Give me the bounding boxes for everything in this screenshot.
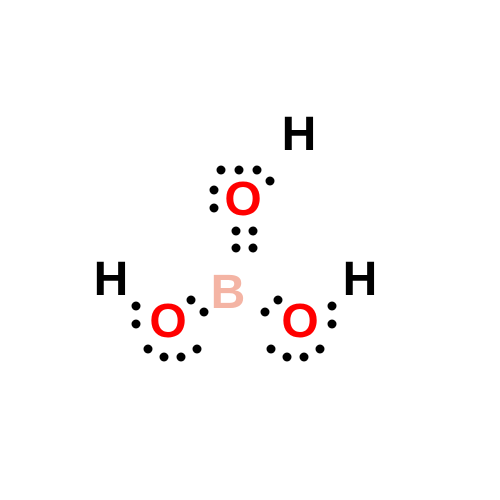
atom-B: B — [211, 269, 246, 317]
electron-dot — [187, 296, 196, 305]
electron-dot — [253, 166, 262, 175]
electron-dot — [274, 296, 283, 305]
electron-dot — [283, 353, 292, 362]
electron-dot — [193, 345, 202, 354]
electron-dot — [235, 166, 244, 175]
electron-dot — [266, 177, 275, 186]
electron-dot — [232, 227, 241, 236]
electron-dot — [328, 320, 337, 329]
electron-dot — [300, 353, 309, 362]
electron-dot — [210, 204, 219, 213]
atom-O_top: O — [224, 176, 261, 224]
electron-dot — [232, 244, 241, 253]
electron-dot — [261, 308, 270, 317]
electron-dot — [160, 353, 169, 362]
electron-dot — [200, 308, 209, 317]
electron-dot — [132, 320, 141, 329]
electron-dot — [210, 186, 219, 195]
atom-O_right: O — [281, 298, 318, 346]
electron-dot — [249, 227, 258, 236]
lewis-diagram: BOOOHHH — [0, 0, 500, 500]
atom-H_right: H — [343, 256, 378, 304]
electron-dot — [267, 345, 276, 354]
electron-dot — [132, 302, 141, 311]
electron-dot — [328, 302, 337, 311]
electron-dot — [177, 353, 186, 362]
atom-H_top: H — [282, 111, 317, 159]
atom-O_left: O — [149, 298, 186, 346]
electron-dot — [217, 166, 226, 175]
electron-dot — [316, 345, 325, 354]
electron-dot — [144, 345, 153, 354]
atom-H_left: H — [94, 256, 129, 304]
electron-dot — [249, 244, 258, 253]
